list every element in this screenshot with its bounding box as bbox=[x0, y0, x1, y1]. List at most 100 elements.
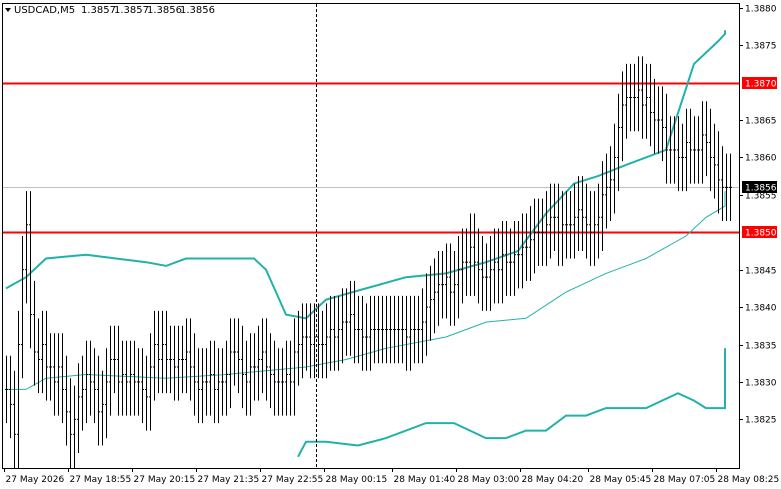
price-bar bbox=[149, 333, 152, 431]
price-bar bbox=[673, 116, 676, 184]
x-tick-label: 28 May 08:25 bbox=[718, 475, 780, 485]
price-bar bbox=[461, 228, 464, 304]
price-bar bbox=[285, 340, 288, 416]
price-bar bbox=[125, 340, 128, 416]
price-bar bbox=[361, 295, 364, 371]
price-bar bbox=[329, 295, 332, 371]
level-price-tag-box bbox=[742, 77, 777, 89]
price-bar bbox=[313, 303, 316, 379]
price-bar bbox=[189, 318, 192, 401]
price-bar bbox=[165, 310, 168, 394]
price-bar bbox=[589, 191, 592, 266]
price-bar bbox=[193, 333, 196, 416]
price-bar bbox=[409, 295, 412, 371]
price-bar bbox=[545, 191, 548, 266]
price-bar bbox=[145, 355, 148, 431]
price-bar bbox=[469, 213, 472, 296]
price-bar bbox=[321, 310, 324, 379]
y-tick-label: 1.3825 bbox=[745, 416, 777, 426]
header-symbol: USDCAD,M5 bbox=[14, 5, 75, 16]
price-bar bbox=[157, 310, 160, 394]
price-bar bbox=[413, 295, 416, 364]
horizontal-levels bbox=[3, 82, 739, 234]
price-bar bbox=[573, 183, 576, 259]
level-price-tag-box bbox=[742, 226, 777, 238]
bollinger-lower-line bbox=[297, 348, 726, 458]
price-bar bbox=[233, 318, 236, 386]
price-bar bbox=[649, 63, 652, 147]
price-bar bbox=[133, 340, 136, 416]
price-bar bbox=[85, 340, 88, 424]
price-bar bbox=[117, 325, 120, 416]
price-bar bbox=[529, 206, 532, 281]
price-bar bbox=[485, 243, 488, 311]
price-bar bbox=[217, 348, 220, 424]
price-bar bbox=[81, 355, 84, 431]
price-bar bbox=[305, 303, 308, 371]
bollinger-bands bbox=[5, 30, 726, 458]
price-bar bbox=[73, 385, 76, 468]
x-tick-label: 28 May 05:45 bbox=[590, 475, 652, 485]
price-bar bbox=[429, 265, 432, 341]
price-bars bbox=[5, 56, 732, 468]
price-bar bbox=[237, 318, 240, 394]
price-bar bbox=[377, 295, 380, 364]
price-bar bbox=[341, 288, 344, 364]
price-bar bbox=[197, 348, 200, 424]
price-bar bbox=[69, 378, 72, 468]
price-bar bbox=[729, 153, 732, 222]
y-tick-label: 1.3845 bbox=[745, 267, 777, 277]
price-bar bbox=[513, 221, 516, 296]
header-collapse-icon[interactable] bbox=[5, 8, 11, 12]
price-bar bbox=[713, 123, 716, 199]
price-bar bbox=[101, 370, 104, 446]
price-bar bbox=[717, 131, 720, 214]
price-bar bbox=[109, 325, 112, 416]
x-tick-label: 27 May 22:55 bbox=[262, 475, 324, 485]
x-tick-label: 27 May 21:35 bbox=[198, 475, 260, 485]
price-bar bbox=[301, 303, 304, 379]
price-bar bbox=[653, 78, 656, 154]
price-bar bbox=[557, 183, 560, 266]
price-bar bbox=[245, 340, 248, 416]
price-bar bbox=[297, 310, 300, 386]
price-bar bbox=[725, 153, 728, 222]
price-bar bbox=[441, 250, 444, 319]
y-tick-label: 1.3880 bbox=[745, 5, 777, 15]
price-bar bbox=[349, 280, 352, 356]
price-bar bbox=[137, 348, 140, 416]
price-bar bbox=[29, 191, 32, 349]
price-bar bbox=[13, 370, 16, 468]
price-bar bbox=[37, 318, 40, 394]
price-bar bbox=[509, 228, 512, 296]
price-bar bbox=[481, 236, 484, 311]
price-bar bbox=[645, 63, 648, 139]
y-tick-label: 1.3840 bbox=[745, 304, 777, 314]
price-bar bbox=[169, 325, 172, 394]
price-bar bbox=[533, 198, 536, 274]
price-bar bbox=[25, 191, 28, 304]
price-bar bbox=[345, 288, 348, 356]
x-tick-label: 28 May 01:40 bbox=[394, 475, 456, 485]
x-axis: 27 May 2026 27 May 18:55 27 May 20:15 27 Ma… bbox=[4, 468, 780, 485]
price-bar bbox=[57, 333, 60, 416]
price-bar bbox=[225, 340, 228, 416]
price-bar bbox=[669, 116, 672, 184]
price-bar bbox=[417, 295, 420, 364]
price-bar bbox=[309, 303, 312, 379]
price-bar bbox=[41, 310, 44, 394]
price-bar bbox=[613, 123, 616, 214]
price-bar bbox=[537, 198, 540, 266]
y-tick-label: 1.3855 bbox=[745, 192, 777, 202]
header-low: 1.3856 bbox=[147, 5, 182, 16]
price-bar bbox=[705, 101, 708, 177]
price-bar bbox=[657, 86, 660, 154]
price-bar bbox=[373, 295, 376, 364]
x-tick-label: 27 May 2026 bbox=[6, 475, 65, 485]
price-bar bbox=[585, 183, 588, 259]
price-bar bbox=[229, 318, 232, 409]
y-tick-label: 1.3865 bbox=[745, 117, 777, 127]
price-bar bbox=[641, 56, 644, 139]
price-bar bbox=[357, 295, 360, 364]
